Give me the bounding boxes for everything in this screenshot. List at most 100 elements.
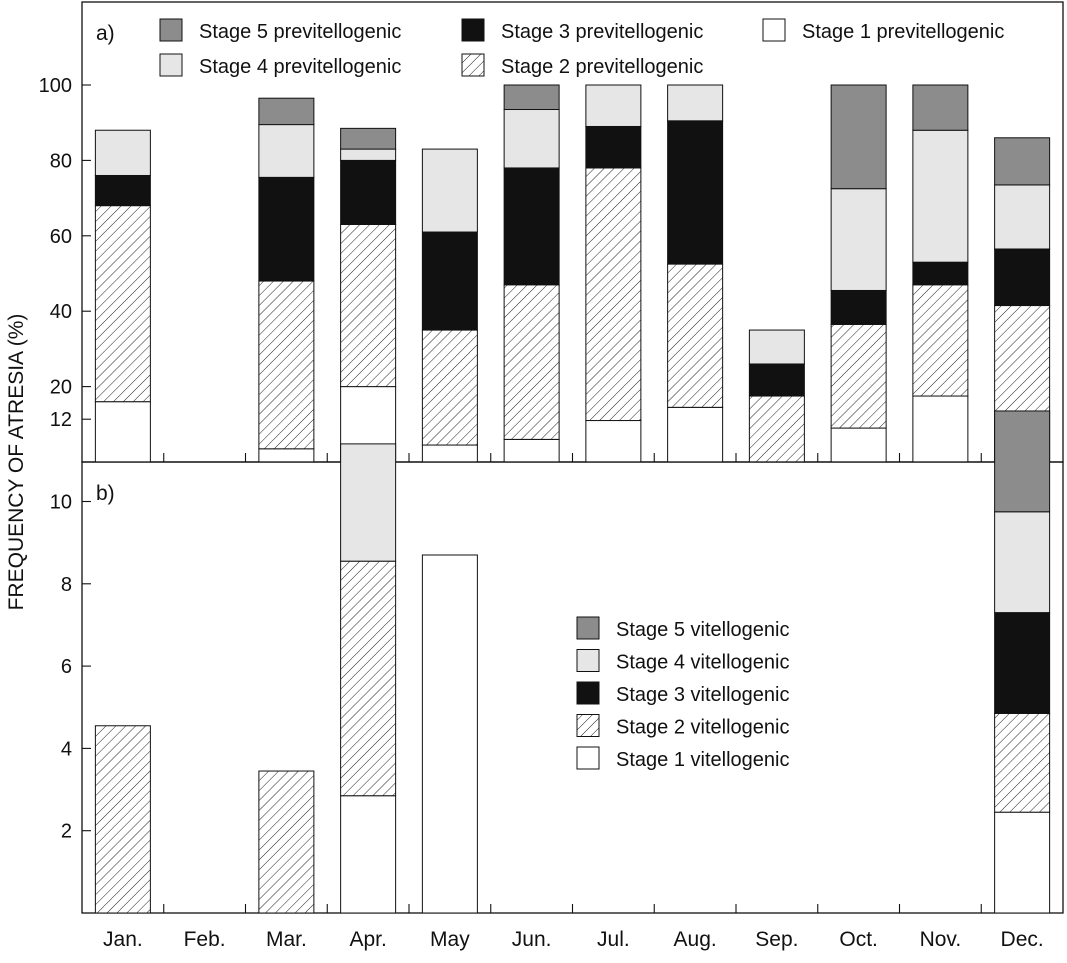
y-tick-label: 80 <box>50 150 72 172</box>
bar-stage2-nov <box>912 284 969 397</box>
bar-stage1-jul <box>585 420 642 463</box>
y-tick-label: 100 <box>39 75 72 97</box>
bar-stage5-jun <box>503 84 560 111</box>
x-tick-label: Jul. <box>597 928 630 951</box>
bar-stage1-may <box>421 444 478 463</box>
legend-label-stage5: Stage 5 previtellogenic <box>199 21 401 43</box>
y-tick-label: 12 <box>50 409 72 431</box>
bar-stage1-oct <box>830 427 887 463</box>
bar-stage1-mar <box>258 448 315 463</box>
x-tick-label: Jun. <box>512 928 552 951</box>
panel-b: b) 2 4 6 8 10 12 Stage 5 vitellogenic Stage 4 vi… <box>50 409 1064 914</box>
bar-stage4-apr <box>340 148 397 161</box>
bar-stage2-jan <box>94 205 151 403</box>
bar-stage1-may <box>421 554 478 914</box>
bar-stage3-may <box>421 231 478 331</box>
bar-stage1-aug <box>667 406 724 463</box>
legend-label-stage4: Stage 4 previtellogenic <box>199 56 401 78</box>
legend-swatch-stage4 <box>576 649 600 672</box>
y-tick-label: 20 <box>50 377 72 399</box>
panel-label: a) <box>96 22 115 45</box>
x-tick-label: Feb. <box>184 928 226 951</box>
bar-stage1-jun <box>503 438 560 463</box>
legend-swatch-stage4 <box>159 53 183 77</box>
legend-swatch-stage2 <box>576 714 600 737</box>
legend-label-stage3: Stage 3 vitellogenic <box>616 684 789 706</box>
panel-label: b) <box>96 482 115 505</box>
bar-stage2-oct <box>830 323 887 429</box>
bar-stage4-jan <box>94 129 151 176</box>
x-tick-label: Mar. <box>266 928 307 951</box>
bar-stage2-mar <box>258 770 315 914</box>
x-axis: Jan. Feb. Mar. Apr. May Jun. Jul. Aug. Sep. Oct. N… <box>103 928 1044 951</box>
bar-stage3-jun <box>503 167 560 286</box>
legend-swatch-stage5 <box>576 616 600 640</box>
x-tick-label: Dec. <box>1001 928 1044 951</box>
y-tick-label: 4 <box>61 738 72 760</box>
bar-stage4-dec <box>994 511 1051 614</box>
bar-stage5-dec <box>994 137 1051 186</box>
legend-swatch-stage3 <box>461 18 485 42</box>
bar-stage4-sep <box>748 329 805 365</box>
x-tick-label: Nov. <box>920 928 962 951</box>
bar-stage2-jan <box>94 725 151 914</box>
bar-stage1-nov <box>912 395 969 463</box>
y-tick-label: 60 <box>50 226 72 248</box>
bar-stage3-jan <box>94 174 151 207</box>
bar-stage5-nov <box>912 84 969 131</box>
legend-label-stage2: Stage 2 previtellogenic <box>501 56 703 78</box>
bar-stage4-mar <box>258 124 315 178</box>
legend-swatch-stage3 <box>576 681 600 705</box>
bar-stage3-dec <box>994 612 1051 714</box>
legend-swatch-stage1 <box>576 746 600 770</box>
plot-frame <box>81 461 1064 914</box>
bar-stage4-apr <box>340 443 397 562</box>
y-axis-label: FREQUENCY OF ATRESIA (%) <box>5 314 28 611</box>
bar-stage5-dec <box>994 410 1051 513</box>
bar-stage4-jul <box>585 84 642 127</box>
legend-label-stage2: Stage 2 vitellogenic <box>616 717 789 739</box>
legend-swatch-stage5 <box>159 18 183 42</box>
bar-stage1-dec <box>994 811 1051 914</box>
legend-label-stage1: Stage 1 vitellogenic <box>616 749 789 771</box>
bar-stage2-apr <box>340 223 397 388</box>
x-tick-label: Sep. <box>755 928 798 951</box>
y-tick-label: 40 <box>50 301 72 323</box>
bar-stage3-oct <box>830 289 887 325</box>
bar-stage1-apr <box>340 795 397 914</box>
bar-stage5-mar <box>258 97 315 126</box>
bar-stage3-mar <box>258 176 315 282</box>
bar-stage3-aug <box>667 120 724 265</box>
legend-label-stage1: Stage 1 previtellogenic <box>802 21 1004 43</box>
y-tick-label: 2 <box>61 821 72 843</box>
bar-stage3-dec <box>994 248 1051 307</box>
bar-stage4-may <box>421 148 478 233</box>
legend: Stage 5 previtellogenic Stage 3 previtell… <box>159 18 1004 78</box>
bar-stage2-jun <box>503 284 560 440</box>
bar-stage2-mar <box>258 280 315 450</box>
x-tick-label: Apr. <box>349 928 386 951</box>
x-tick-label: May <box>430 928 470 951</box>
x-tick-label: Jan. <box>103 928 143 951</box>
x-tick-label: Oct. <box>839 928 878 951</box>
legend-label-stage4: Stage 4 vitellogenic <box>616 652 789 674</box>
bar-stage3-jul <box>585 125 642 169</box>
bar-stage4-oct <box>830 188 887 291</box>
bar-stage3-nov <box>912 261 969 286</box>
legend-swatch-stage2 <box>461 53 485 77</box>
bar-stage4-jun <box>503 109 560 169</box>
y-tick-label: 8 <box>61 574 72 596</box>
bar-stage5-oct <box>830 84 887 190</box>
bar-stage2-jul <box>585 167 642 422</box>
legend-label-stage3: Stage 3 previtellogenic <box>501 21 703 43</box>
bar-stage2-may <box>421 329 478 446</box>
bar-stage4-aug <box>667 84 724 122</box>
bar-stage3-apr <box>340 159 397 225</box>
bar-stage2-dec <box>994 712 1051 813</box>
bar-stage2-apr <box>340 560 397 797</box>
bar-stage4-nov <box>912 129 969 263</box>
